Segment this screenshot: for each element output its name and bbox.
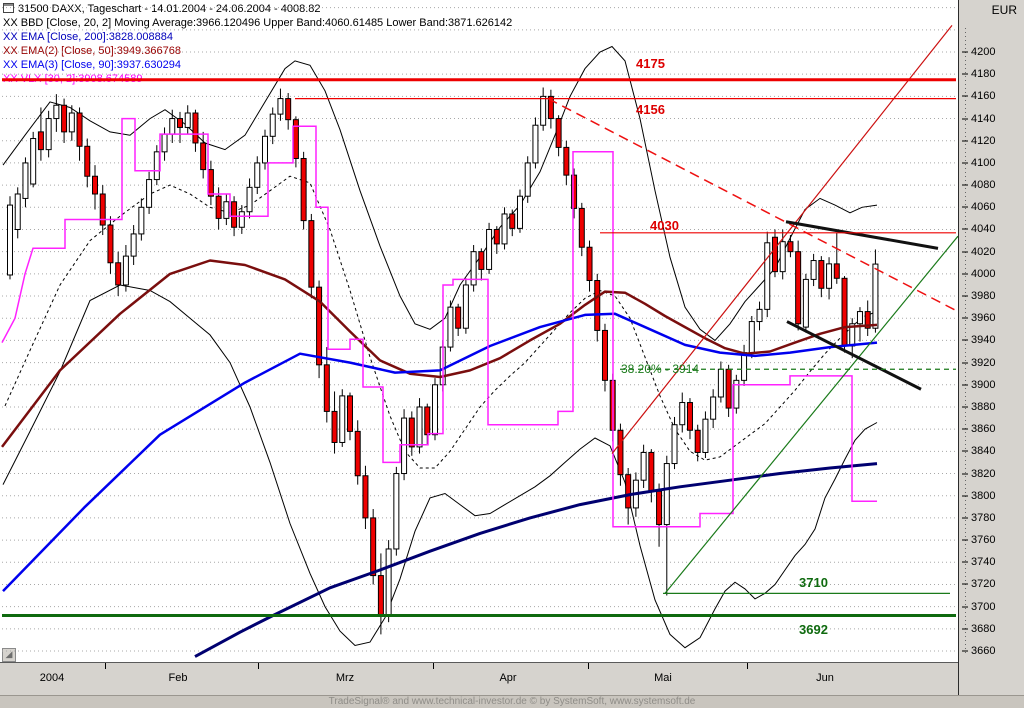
legend-ema50: XX EMA(2) [Close, 50]:3949.366768 bbox=[3, 45, 181, 57]
y-axis-tick bbox=[962, 295, 968, 297]
x-axis-label: Feb bbox=[168, 672, 188, 684]
x-axis[interactable]: 2004 Feb Mrz Apr Mai Jun bbox=[0, 662, 958, 696]
x-axis-label: Apr bbox=[499, 672, 517, 684]
y-axis-tick bbox=[962, 362, 968, 364]
x-axis-tick bbox=[433, 663, 434, 669]
y-axis-label: 4100 bbox=[971, 156, 996, 169]
y-axis-label: 3980 bbox=[971, 290, 996, 303]
y-axis-tick bbox=[962, 539, 968, 541]
y-axis-tick bbox=[962, 184, 968, 186]
chart-title: 31500 DAXX, Tageschart - 14.01.2004 - 24… bbox=[18, 3, 321, 15]
y-axis-label: 4000 bbox=[971, 267, 996, 280]
y-axis-label: 3720 bbox=[971, 578, 996, 591]
y-axis-label: 4040 bbox=[971, 223, 996, 236]
y-axis-tick bbox=[962, 317, 968, 319]
legend-ema200: XX EMA [Close, 200]:3828.008884 bbox=[3, 31, 174, 43]
y-axis-label: 3880 bbox=[971, 400, 996, 413]
y-axis-label: 3760 bbox=[971, 534, 996, 547]
candlestick-chart[interactable]: 4175 4156 4030 38.20% - 3914 3710 3692 bbox=[0, 0, 958, 662]
y-axis-label: 3740 bbox=[971, 556, 996, 569]
price-annotation: 3710 bbox=[799, 575, 828, 590]
y-axis-tick bbox=[962, 339, 968, 341]
status-bar: TradeSignal® and www.technical-investor.… bbox=[0, 695, 1024, 708]
y-axis-tick bbox=[962, 650, 968, 652]
y-axis-label: 4180 bbox=[971, 68, 996, 81]
y-axis-tick bbox=[962, 495, 968, 497]
y-axis-tick bbox=[962, 95, 968, 97]
y-axis-tick bbox=[962, 384, 968, 386]
y-axis-tick bbox=[962, 273, 968, 275]
y-axis-label: 4080 bbox=[971, 179, 996, 192]
currency-label: EUR bbox=[991, 3, 1017, 17]
y-axis-tick bbox=[962, 450, 968, 452]
chart-legend: 31500 DAXX, Tageschart - 14.01.2004 - 24… bbox=[3, 2, 512, 86]
price-annotation: 4156 bbox=[636, 102, 665, 117]
legend-ema90: XX EMA(3) [Close, 90]:3937.630294 bbox=[3, 59, 181, 71]
y-axis-tick bbox=[962, 51, 968, 53]
y-axis-tick bbox=[962, 428, 968, 430]
y-axis-tick bbox=[962, 251, 968, 253]
y-axis-label: 3960 bbox=[971, 312, 996, 325]
y-axis-panel[interactable]: EUR 4200 4180 4160 4140 4120 4100 4080 4060 4040… bbox=[958, 0, 1024, 695]
price-annotation: 38.20% - 3914 bbox=[621, 362, 699, 376]
y-axis-tick bbox=[962, 517, 968, 519]
price-annotation: 3692 bbox=[799, 622, 828, 637]
y-axis-tick bbox=[962, 606, 968, 608]
x-axis-label: Jun bbox=[816, 672, 834, 684]
y-axis-tick bbox=[962, 628, 968, 630]
resize-handle-icon[interactable]: ◢ bbox=[2, 648, 16, 662]
y-axis-label: 3680 bbox=[971, 622, 996, 635]
y-axis-label: 3700 bbox=[971, 600, 996, 613]
y-axis-tick bbox=[962, 583, 968, 585]
x-axis-label: Mrz bbox=[335, 672, 355, 684]
y-axis-label: 3860 bbox=[971, 423, 996, 436]
y-axis-tick bbox=[962, 206, 968, 208]
y-axis-tick bbox=[962, 140, 968, 142]
y-axis-tick bbox=[962, 73, 968, 75]
y-axis-label: 3780 bbox=[971, 511, 996, 524]
y-axis-label: 4140 bbox=[971, 112, 996, 125]
y-axis-label: 3800 bbox=[971, 489, 996, 502]
y-axis-label: 4060 bbox=[971, 201, 996, 214]
price-annotation: 4030 bbox=[650, 218, 679, 233]
y-axis-tick bbox=[962, 228, 968, 230]
y-axis-minor-ticks bbox=[965, 28, 966, 655]
y-axis-tick bbox=[962, 561, 968, 563]
legend-title-row: 31500 DAXX, Tageschart - 14.01.2004 - 24… bbox=[3, 2, 512, 16]
y-axis-label: 4120 bbox=[971, 134, 996, 147]
y-axis-label: 3940 bbox=[971, 334, 996, 347]
y-axis-label: 3920 bbox=[971, 356, 996, 369]
y-axis-label: 3900 bbox=[971, 378, 996, 391]
price-annotation: 4175 bbox=[636, 56, 665, 71]
x-axis-tick bbox=[258, 663, 259, 669]
chart-window-icon bbox=[3, 3, 14, 13]
y-axis-label: 4160 bbox=[971, 90, 996, 103]
x-axis-tick bbox=[588, 663, 589, 669]
x-axis-tick bbox=[105, 663, 106, 669]
x-axis-tick bbox=[747, 663, 748, 669]
y-axis-label: 3820 bbox=[971, 467, 996, 480]
x-axis-label: 2004 bbox=[39, 672, 65, 684]
status-text: TradeSignal® and www.technical-investor.… bbox=[328, 696, 696, 707]
y-axis-tick bbox=[962, 406, 968, 408]
y-axis-tick bbox=[962, 118, 968, 120]
y-axis-label: 3660 bbox=[971, 645, 996, 658]
x-axis-label: Mai bbox=[654, 672, 672, 684]
y-axis-label: 4020 bbox=[971, 245, 996, 258]
y-axis-tick bbox=[962, 473, 968, 475]
y-axis-label: 3840 bbox=[971, 445, 996, 458]
y-axis-label: 4200 bbox=[971, 46, 996, 58]
chart-plot-area[interactable]: 31500 DAXX, Tageschart - 14.01.2004 - 24… bbox=[0, 0, 958, 662]
legend-bollinger: XX BBD [Close, 20, 2] Moving Average:396… bbox=[3, 17, 513, 29]
y-axis-tick bbox=[962, 162, 968, 164]
